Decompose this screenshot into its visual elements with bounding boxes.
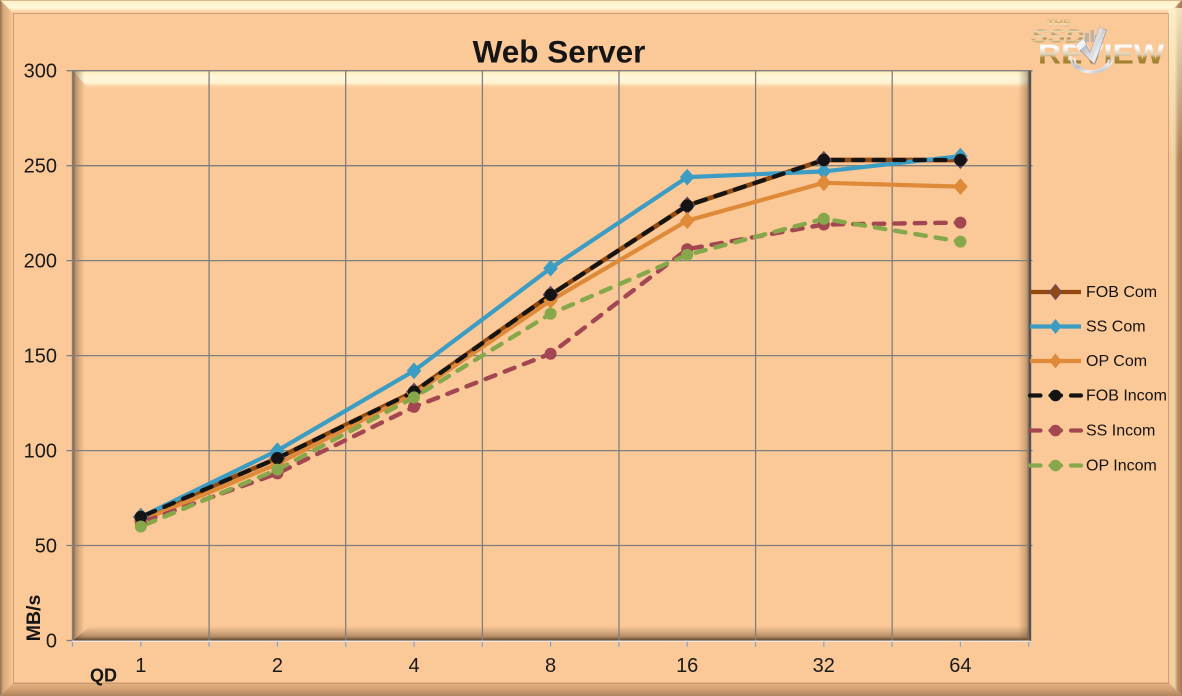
svg-text:150: 150 bbox=[24, 345, 57, 367]
svg-text:OP Com: OP Com bbox=[1086, 353, 1147, 370]
svg-text:250: 250 bbox=[24, 156, 57, 178]
svg-text:50: 50 bbox=[35, 535, 57, 557]
svg-text:2: 2 bbox=[272, 655, 283, 677]
svg-text:MB/s: MB/s bbox=[23, 595, 45, 642]
svg-text:Web Server: Web Server bbox=[473, 34, 646, 70]
svg-text:1: 1 bbox=[135, 655, 146, 677]
svg-text:0: 0 bbox=[46, 630, 57, 652]
svg-text:100: 100 bbox=[24, 440, 57, 462]
svg-text:FOB Incom: FOB Incom bbox=[1086, 388, 1167, 405]
svg-text:FOB Com: FOB Com bbox=[1086, 284, 1157, 301]
svg-text:OP Incom: OP Incom bbox=[1086, 458, 1157, 475]
svg-text:16: 16 bbox=[676, 655, 698, 677]
svg-text:THE: THE bbox=[1047, 18, 1071, 30]
svg-text:32: 32 bbox=[813, 655, 835, 677]
svg-text:4: 4 bbox=[408, 655, 419, 677]
svg-text:64: 64 bbox=[949, 655, 971, 677]
svg-text:SS Incom: SS Incom bbox=[1086, 423, 1155, 440]
svg-text:200: 200 bbox=[24, 250, 57, 272]
svg-text:8: 8 bbox=[545, 655, 556, 677]
svg-text:SSD: SSD bbox=[1031, 26, 1084, 47]
svg-text:SS Com: SS Com bbox=[1086, 319, 1146, 336]
svg-text:QD: QD bbox=[90, 666, 117, 686]
svg-text:300: 300 bbox=[24, 61, 57, 83]
